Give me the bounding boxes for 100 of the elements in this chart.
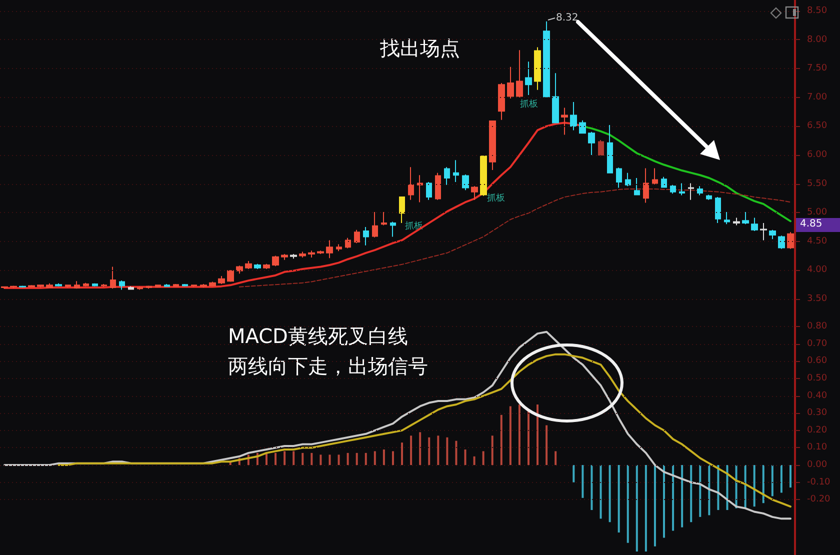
candlestick: [787, 232, 794, 250]
candlestick: [200, 284, 207, 288]
y-tick-label: 4.50: [807, 236, 828, 246]
candlestick: [724, 212, 730, 225]
candlestick: [570, 101, 577, 131]
y-tick-label: 0.10: [807, 442, 828, 453]
candlestick: [65, 284, 71, 288]
candlestick: [516, 50, 523, 98]
bar: [699, 465, 702, 517]
bar: [302, 452, 304, 466]
candlestick: [326, 240, 333, 259]
candlestick: [507, 66, 514, 100]
bar: [328, 454, 331, 466]
candlestick: [742, 212, 749, 225]
candlestick: [444, 166, 450, 186]
candlestick: [760, 222, 767, 241]
candlestick: [471, 186, 478, 200]
bar: [500, 414, 502, 466]
y-tick-label: -0.10: [807, 477, 831, 488]
candlestick: [245, 260, 252, 270]
candlestick: [317, 250, 324, 255]
candlestick: [435, 172, 441, 200]
y-tick-label: 0.70: [807, 338, 828, 349]
y-tick-label: -0.20: [807, 494, 831, 505]
bar: [708, 465, 710, 516]
candlestick: [92, 282, 98, 287]
bar: [482, 451, 484, 466]
candlestick: [110, 266, 116, 290]
y-tick-label: 8.50: [807, 6, 828, 16]
bar: [509, 406, 512, 466]
y-tick-label: 0.80: [807, 322, 828, 332]
bar: [744, 465, 746, 508]
bar: [717, 465, 720, 510]
bar: [618, 465, 620, 533]
bar: [455, 440, 458, 466]
bar: [780, 465, 782, 493]
bar: [590, 465, 593, 510]
bar: [644, 465, 647, 552]
bar: [284, 451, 286, 466]
bar: [382, 449, 385, 466]
y-tick-label: 7.00: [807, 92, 828, 102]
candlestick: [155, 284, 161, 288]
candlestick: [164, 284, 170, 288]
candlestick: [119, 280, 125, 290]
candlestick: [19, 285, 26, 288]
bar: [401, 442, 404, 466]
annotation: 抓板: [520, 98, 538, 110]
y-tick-label: 7.50: [807, 64, 828, 74]
candlestick: [607, 124, 613, 174]
bar: [582, 465, 584, 498]
bar: [681, 465, 684, 528]
candlestick: [778, 235, 785, 250]
y-tick-label: 5.50: [807, 178, 828, 189]
bar: [464, 449, 466, 466]
candlestick: [372, 212, 378, 238]
candlestick: [390, 221, 396, 238]
annotation: 8.32: [556, 12, 578, 24]
bar: [572, 465, 575, 482]
bar: [527, 410, 530, 466]
candlestick: [561, 107, 568, 136]
candlestick: [751, 217, 758, 232]
bar: [654, 465, 656, 546]
candlestick: [498, 82, 505, 120]
bar: [266, 452, 268, 466]
candlestick: [643, 168, 649, 204]
candlestick: [552, 72, 559, 124]
annotation: 两线向下走，出场信号: [228, 354, 428, 378]
candlestick: [652, 168, 658, 185]
bar: [446, 437, 448, 466]
candlestick: [688, 182, 694, 200]
bar: [428, 437, 430, 466]
y-tick-label: 5.00: [807, 208, 828, 218]
line-series: [238, 188, 791, 288]
bar: [536, 404, 539, 466]
candlestick: [299, 251, 306, 258]
bar: [762, 465, 764, 504]
y-tick-label: 8.00: [807, 34, 828, 45]
candlestick: [1, 286, 8, 290]
candlestick: [209, 281, 216, 287]
annotation: 找出场点: [379, 36, 460, 60]
bar: [292, 451, 295, 466]
candlestick: [588, 131, 595, 156]
candlestick: [634, 178, 640, 196]
bar: [771, 465, 774, 496]
bar: [320, 454, 322, 466]
candlestick: [489, 120, 496, 170]
bar: [410, 436, 412, 466]
bar: [518, 404, 520, 466]
bar: [346, 452, 349, 466]
bar: [608, 465, 611, 522]
candlestick: [182, 284, 188, 287]
y-tick-label: 4.00: [807, 265, 828, 276]
candlestick: [227, 270, 234, 282]
bar: [364, 452, 367, 466]
y-tick-label: 0.60: [807, 356, 828, 366]
candlestick: [345, 237, 351, 249]
candlestick: [426, 182, 432, 200]
y-tick-label: 0.00: [807, 460, 828, 470]
candlestick: [769, 229, 776, 240]
candlestick: [543, 20, 550, 98]
